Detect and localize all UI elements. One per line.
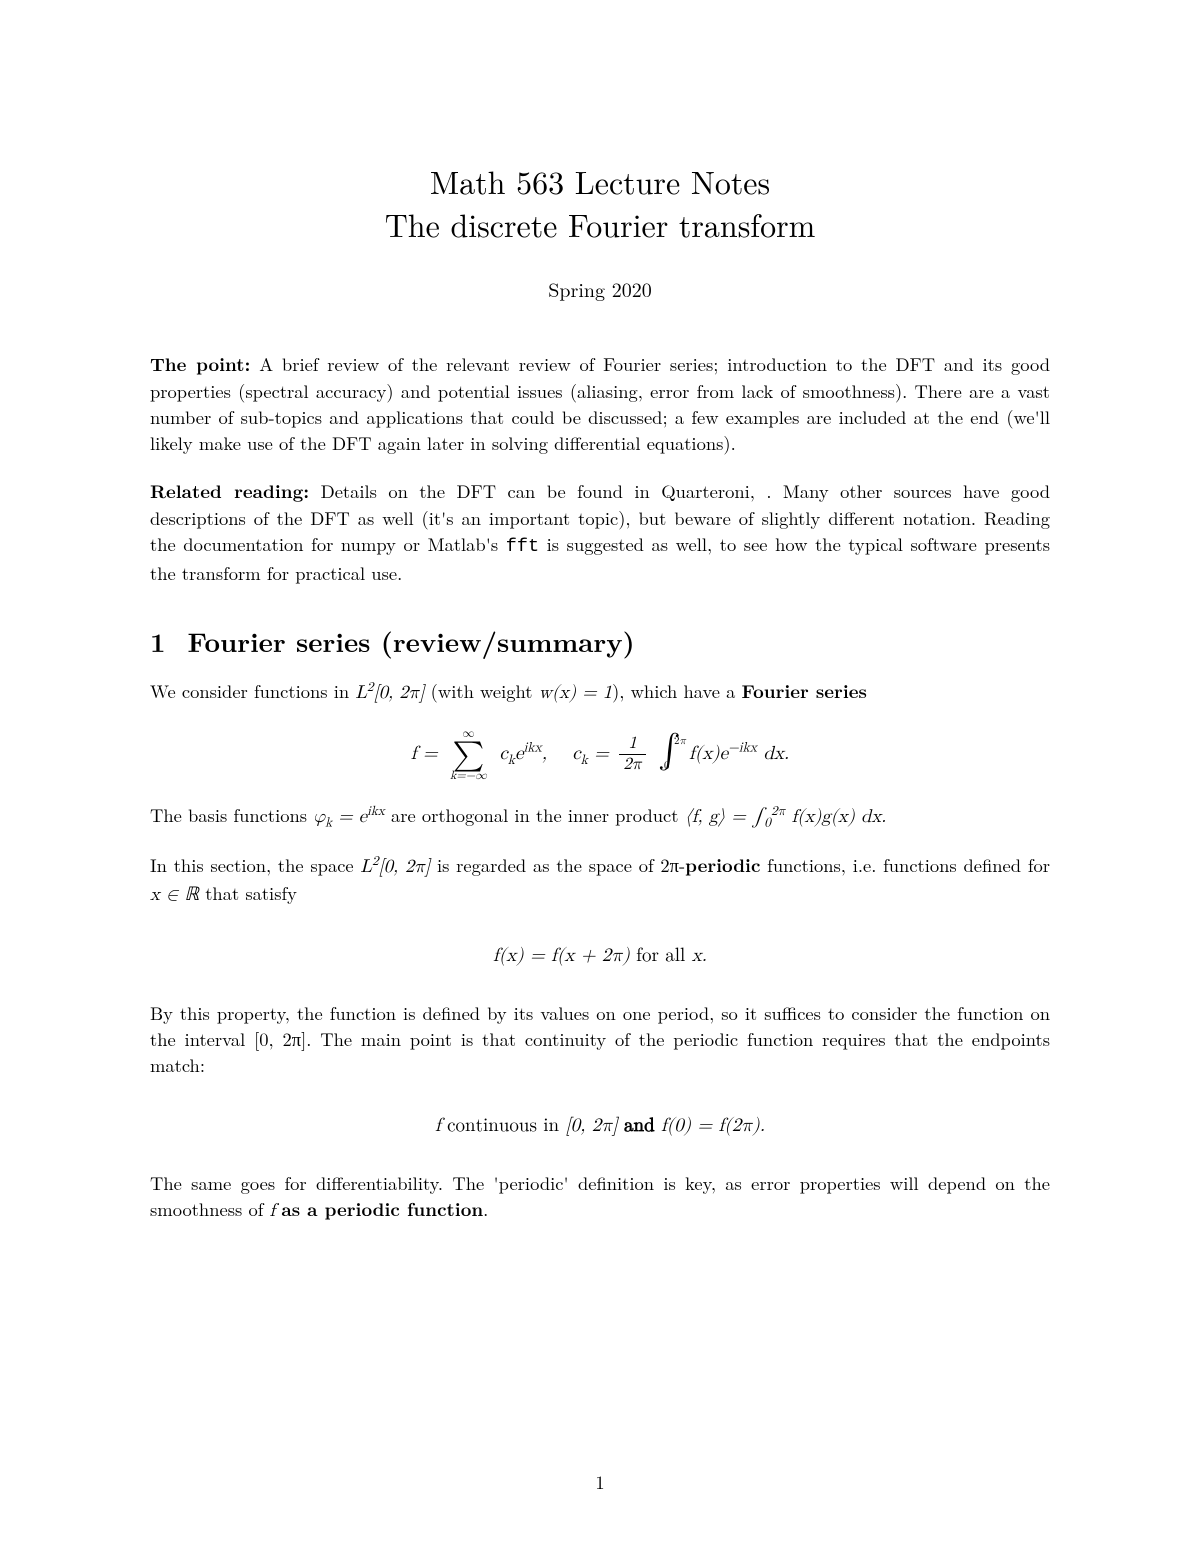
intro-point-text: A brief review of the relevant review of… — [150, 351, 1050, 456]
fft-code: fft — [506, 536, 539, 557]
s1-p1-bold: Fourier series — [742, 678, 867, 704]
eq1-sum-body: ckeikx, ck = — [499, 744, 615, 763]
page-number: 1 — [0, 1469, 1200, 1495]
eq1-sum: ∞ ∑ k=−∞ — [450, 728, 487, 782]
intro-reading-label: Related reading: — [150, 478, 309, 504]
eq1-int-top: 2π — [674, 728, 686, 757]
section-1-heading: 1 Fourier series (review/summary) — [150, 621, 1050, 660]
s1-p1-math1: L2[0, 2π] — [355, 683, 424, 702]
eq1-frac-den: 2π — [619, 755, 645, 774]
s1-eq3: f continuous in [0, 2π] and f(0) = f(2π)… — [150, 1101, 1050, 1150]
s1-p2-math1: φk = eikx — [313, 807, 385, 826]
s1-p5-c: . — [483, 1196, 488, 1222]
s1-p3-a: In this section, the space — [150, 852, 360, 878]
title-block: Math 563 Lecture Notes The discrete Four… — [150, 160, 1050, 246]
s1-p5: The same goes for differentiability. The… — [150, 1170, 1050, 1225]
s1-p3-bold: periodic — [685, 852, 760, 878]
s1-p3-math1: L2[0, 2π] — [360, 857, 430, 876]
section-1-number: 1 — [150, 621, 166, 660]
s1-p3: In this section, the space L2[0, 2π] is … — [150, 852, 1050, 909]
eq1-frac-num: 1 — [619, 735, 645, 755]
s1-p2-a: The basis functions — [150, 802, 313, 828]
title-line-1: Math 563 Lecture Notes — [150, 160, 1050, 203]
title-line-2: The discrete Fourier transform — [150, 203, 1050, 246]
date-line: Spring 2020 — [150, 274, 1050, 303]
s1-p3-d: that satisfy — [199, 880, 297, 906]
s1-p3-b: is regarded as the space of 2π- — [430, 852, 685, 878]
eq1-integral: 2π ∫ 0 — [658, 730, 681, 779]
s1-p3-math2: x ∈ ℝ — [150, 885, 199, 904]
sigma-icon: ∑ — [450, 740, 487, 770]
intro-point-paragraph: The point: A brief review of the relevan… — [150, 351, 1050, 456]
s1-p5-bold: as a periodic function — [281, 1196, 483, 1222]
s1-p2-b: are orthogonal in the inner product — [385, 802, 685, 828]
s1-p2: The basis functions φk = eikx are orthog… — [150, 802, 1050, 830]
s1-eq1: f = ∞ ∑ k=−∞ ckeikx, ck = 1 2π 2π ∫ 0 f(… — [150, 728, 1050, 782]
eq1-lhs: f = — [411, 744, 444, 763]
eq3-and: and — [624, 1116, 655, 1135]
s1-p2-math2: ⟨f, g⟩ = ∫02π f(x)g(x) dx. — [685, 807, 887, 826]
eq1-frac: 1 2π — [619, 735, 645, 774]
s1-p1-math2: w(x) = 1 — [539, 683, 612, 702]
intro-reading-paragraph: Related reading: Details on the DFT can … — [150, 478, 1050, 586]
s1-p3-c: functions, i.e. functions defined for — [760, 852, 1050, 878]
section-1-title: Fourier series (review/summary) — [188, 621, 635, 660]
eq1-int-bot: 0 — [664, 753, 670, 782]
eq1-int-body: f(x)e−ikx dx. — [689, 744, 789, 763]
s1-p1-a: We consider functions in — [150, 678, 355, 704]
s1-p1: We consider functions in L2[0, 2π] (with… — [150, 678, 1050, 706]
eq1-sum-bot: k=−∞ — [450, 770, 487, 782]
s1-eq2: f(x) = f(x + 2π) for all x. — [150, 931, 1050, 980]
s1-p1-b: (with weight — [425, 678, 539, 704]
s1-p1-c: ), which have a — [612, 678, 741, 704]
intro-point-label: The point: — [150, 351, 250, 377]
page-container: Math 563 Lecture Notes The discrete Four… — [0, 0, 1200, 1553]
s1-p4: By this property, the function is define… — [150, 1000, 1050, 1079]
eq1-sum-top: ∞ — [450, 728, 487, 740]
